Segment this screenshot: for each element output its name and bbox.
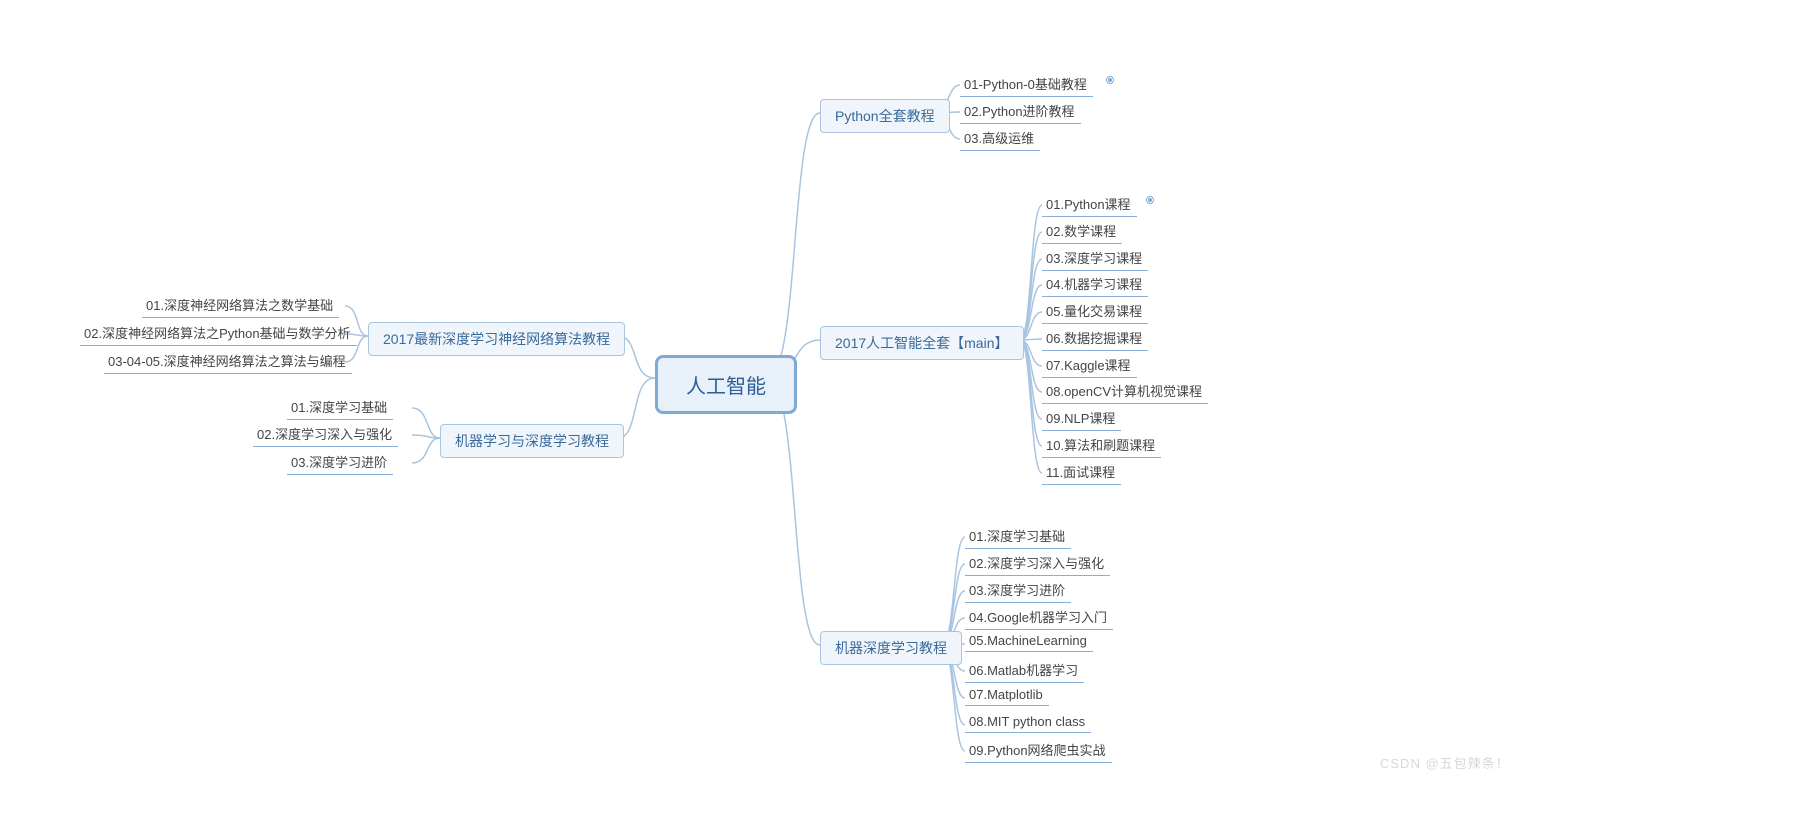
leaf-node[interactable]: 05.MachineLearning xyxy=(965,631,1093,652)
expand-icon[interactable] xyxy=(1106,76,1114,84)
branch-right-3[interactable]: 机器深度学习教程 xyxy=(820,631,962,665)
leaf-node[interactable]: 04.机器学习课程 xyxy=(1042,272,1148,297)
expand-icon[interactable] xyxy=(1146,196,1154,204)
branch-label: 2017人工智能全套【main】 xyxy=(835,335,1009,351)
branch-label: Python全套教程 xyxy=(835,108,935,124)
leaf-node[interactable]: 09.Python网络爬虫实战 xyxy=(965,738,1112,763)
leaf-node[interactable]: 02.深度学习深入与强化 xyxy=(253,422,398,447)
branch-label: 2017最新深度学习神经网络算法教程 xyxy=(383,331,610,347)
leaf-node[interactable]: 02.Python进阶教程 xyxy=(960,99,1081,124)
leaf-node[interactable]: 03.深度学习进阶 xyxy=(287,450,393,475)
leaf-node[interactable]: 03.高级运维 xyxy=(960,126,1040,151)
root-label: 人工智能 xyxy=(686,376,766,398)
branch-left-1[interactable]: 2017最新深度学习神经网络算法教程 xyxy=(368,322,625,356)
leaf-node[interactable]: 10.算法和刷题课程 xyxy=(1042,433,1161,458)
leaf-node[interactable]: 06.数据挖掘课程 xyxy=(1042,326,1148,351)
branch-right-1[interactable]: Python全套教程 xyxy=(820,99,950,133)
leaf-node[interactable]: 05.量化交易课程 xyxy=(1042,299,1148,324)
branch-left-2[interactable]: 机器学习与深度学习教程 xyxy=(440,424,624,458)
leaf-node[interactable]: 03-04-05.深度神经网络算法之算法与编程 xyxy=(104,349,352,374)
leaf-node[interactable]: 06.Matlab机器学习 xyxy=(965,658,1084,683)
leaf-node[interactable]: 03.深度学习进阶 xyxy=(965,578,1071,603)
root-node[interactable]: 人工智能 xyxy=(655,355,797,414)
leaf-node[interactable]: 07.Matplotlib xyxy=(965,685,1049,706)
branch-right-2[interactable]: 2017人工智能全套【main】 xyxy=(820,326,1024,360)
leaf-node[interactable]: 09.NLP课程 xyxy=(1042,406,1121,431)
watermark-text: CSDN @五包辣条！ xyxy=(1380,753,1510,772)
leaf-node[interactable]: 01.深度神经网络算法之数学基础 xyxy=(142,293,339,318)
leaf-node[interactable]: 08.openCV计算机视觉课程 xyxy=(1042,379,1208,404)
leaf-node[interactable]: 03.深度学习课程 xyxy=(1042,246,1148,271)
leaf-node[interactable]: 01.Python课程 xyxy=(1042,192,1137,217)
leaf-node[interactable]: 01-Python-0基础教程 xyxy=(960,72,1093,97)
leaf-node[interactable]: 02.深度神经网络算法之Python基础与数学分析 xyxy=(80,321,357,346)
leaf-node[interactable]: 02.深度学习深入与强化 xyxy=(965,551,1110,576)
leaf-node[interactable]: 04.Google机器学习入门 xyxy=(965,605,1113,630)
branch-label: 机器学习与深度学习教程 xyxy=(455,433,609,449)
leaf-node[interactable]: 07.Kaggle课程 xyxy=(1042,353,1137,378)
branch-label: 机器深度学习教程 xyxy=(835,640,947,656)
leaf-node[interactable]: 01.深度学习基础 xyxy=(965,524,1071,549)
leaf-node[interactable]: 02.数学课程 xyxy=(1042,219,1122,244)
leaf-node[interactable]: 08.MIT python class xyxy=(965,712,1091,733)
leaf-node[interactable]: 11.面试课程 xyxy=(1042,460,1121,485)
leaf-node[interactable]: 01.深度学习基础 xyxy=(287,395,393,420)
